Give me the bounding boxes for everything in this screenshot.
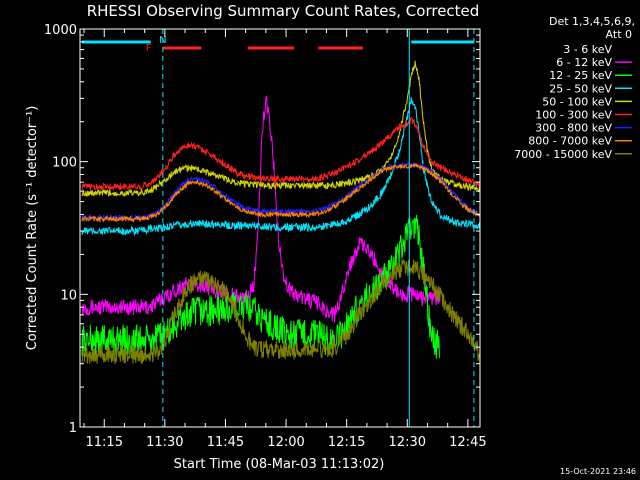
y-tick-label: 10 xyxy=(60,288,77,303)
legend-label: 800 - 7000 keV xyxy=(528,135,612,148)
x-axis-label: Start Time (08-Mar-03 11:13:02) xyxy=(174,457,385,472)
footer-date: 15-Oct-2021 23:46 xyxy=(560,467,636,476)
legend-label: 12 - 25 keV xyxy=(549,69,612,82)
x-tick-label: 12:45 xyxy=(449,435,486,450)
legend-label: 3 - 6 keV xyxy=(563,43,612,56)
y-tick-label: 100 xyxy=(52,156,77,171)
legend-label: 50 - 100 keV xyxy=(542,95,612,108)
x-tick-label: 11:15 xyxy=(86,435,123,450)
legend-header-line-2: Att 0 xyxy=(606,28,632,41)
series-line xyxy=(81,162,480,224)
x-tick-label: 12:30 xyxy=(389,435,426,450)
legend-label: 300 - 800 keV xyxy=(535,122,612,135)
x-tick-label: 11:30 xyxy=(146,435,183,450)
x-tick-label: 12:15 xyxy=(328,435,365,450)
legend-label: 6 - 12 keV xyxy=(556,56,612,69)
chart-title: RHESSI Observing Summary Count Rates, Co… xyxy=(87,2,480,20)
flag-annotation: F xyxy=(146,43,152,54)
y-tick-label: 1 xyxy=(69,421,77,436)
series-line xyxy=(81,116,481,192)
x-tick-label: 12:00 xyxy=(267,435,304,450)
series-line xyxy=(81,161,481,222)
y-tick-label: 1000 xyxy=(44,23,77,38)
time-markers xyxy=(162,29,475,427)
plot-frame xyxy=(79,28,481,428)
series-line xyxy=(81,258,481,365)
series-line xyxy=(81,94,440,323)
y-axis-label: Corrected Count Rate (s⁻¹ detector⁻¹) xyxy=(25,106,40,351)
series-line xyxy=(81,60,481,198)
legend-label: 7000 - 15000 keV xyxy=(514,148,612,161)
legend-header-line-1: Det 1,3,4,5,6,9, xyxy=(549,15,635,28)
axis-ticks: 11:15 11:30 11:45 12:00 12:15 12:30 12:45 1 10 10… xyxy=(44,23,487,450)
legend-label: 25 - 50 keV xyxy=(549,82,612,95)
legend-label: 100 - 300 keV xyxy=(535,109,612,122)
x-tick-label: 11:45 xyxy=(207,435,244,450)
series-line xyxy=(81,97,481,237)
series-lines xyxy=(81,60,481,429)
